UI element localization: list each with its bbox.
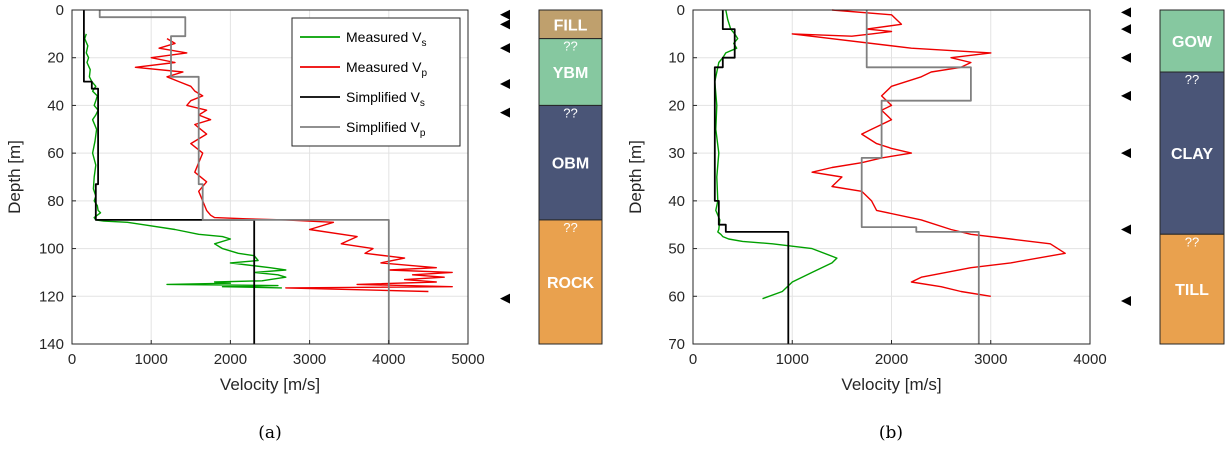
depth-marker bbox=[1121, 296, 1131, 307]
depth-marker bbox=[500, 293, 510, 304]
layer-label: OBM bbox=[552, 156, 589, 173]
series-line-simplified_vp bbox=[98, 10, 390, 344]
x-axis-label: Velocity [m/s] bbox=[841, 375, 941, 394]
layer-boundary-uncertain: ?? bbox=[1185, 72, 1199, 87]
panel-caption: (a) bbox=[258, 423, 281, 443]
depth-marker bbox=[1121, 90, 1131, 101]
x-tick-label: 0 bbox=[689, 351, 697, 368]
y-tick-label: 60 bbox=[47, 145, 64, 162]
legend-label-text: Simplified V bbox=[346, 89, 421, 105]
layer-gow bbox=[1159, 9, 1225, 73]
panel-a: 0 1000 2000 3000 4000 5000 0 20 40 60 80 100 120 140 V… bbox=[5, 2, 603, 443]
layer-boundary-uncertain: ?? bbox=[563, 39, 577, 54]
y-tick-label: 20 bbox=[47, 50, 64, 67]
legend-label-subscript: s bbox=[421, 38, 426, 49]
layer-till bbox=[1159, 233, 1225, 345]
layer-label: GOW bbox=[1172, 34, 1213, 51]
y-tick-label: 40 bbox=[668, 193, 685, 210]
y-tick-label: 40 bbox=[47, 97, 64, 114]
legend-label-subscript: p bbox=[420, 128, 426, 139]
x-tick-label: 5000 bbox=[451, 351, 484, 368]
y-tick-label: 140 bbox=[39, 336, 64, 353]
layer-boundary-uncertain: ?? bbox=[1185, 234, 1199, 249]
depth-marker bbox=[500, 9, 510, 20]
y-tick-label: 30 bbox=[668, 145, 685, 162]
layer-label: TILL bbox=[1175, 282, 1209, 299]
depth-marker bbox=[500, 43, 510, 54]
layer-label: FILL bbox=[554, 17, 588, 34]
legend-box bbox=[291, 17, 461, 147]
layer-clay bbox=[1159, 71, 1225, 235]
depth-marker bbox=[1121, 148, 1131, 159]
y-tick-label: 120 bbox=[39, 288, 64, 305]
x-tick-label: 4000 bbox=[1073, 351, 1106, 368]
series-line-simplified_vs bbox=[713, 10, 790, 344]
axes-frame bbox=[71, 9, 469, 345]
panel-caption: (b) bbox=[879, 423, 903, 443]
depth-marker bbox=[1121, 224, 1131, 235]
y-tick-label: 80 bbox=[47, 193, 64, 210]
legend-label-simplified_vs: Simplified Vs bbox=[346, 89, 425, 109]
y-tick-label: 100 bbox=[39, 241, 64, 258]
x-tick-label: 4000 bbox=[372, 351, 405, 368]
depth-marker bbox=[500, 107, 510, 118]
x-tick-label: 3000 bbox=[974, 351, 1007, 368]
series-line-measured_vp bbox=[791, 9, 1066, 297]
x-tick-label: 0 bbox=[68, 351, 76, 368]
y-tick-label: 10 bbox=[668, 50, 685, 67]
y-tick-label: 0 bbox=[677, 2, 685, 19]
y-tick-label: 0 bbox=[56, 2, 64, 19]
x-tick-label: 2000 bbox=[875, 351, 908, 368]
y-tick-label: 20 bbox=[668, 97, 685, 114]
legend-label-text: Simplified V bbox=[346, 119, 421, 135]
depth-marker bbox=[500, 19, 510, 30]
series-line-simplified_vs bbox=[83, 10, 256, 344]
depth-marker bbox=[1121, 24, 1131, 35]
y-axis-label: Depth [m] bbox=[5, 140, 24, 214]
depth-marker bbox=[1121, 7, 1131, 18]
x-tick-label: 3000 bbox=[293, 351, 326, 368]
y-axis-label: Depth [m] bbox=[626, 140, 645, 214]
legend-label-simplified_vp: Simplified Vp bbox=[346, 119, 426, 139]
legend-label-subscript: p bbox=[421, 68, 427, 79]
x-axis-label: Velocity [m/s] bbox=[220, 375, 320, 394]
legend-label-subscript: s bbox=[420, 98, 425, 109]
x-tick-label: 2000 bbox=[214, 351, 247, 368]
series-line-measured_vp bbox=[134, 37, 453, 293]
legend-label-measured_vp: Measured Vp bbox=[346, 59, 427, 79]
layer-label: ROCK bbox=[547, 275, 595, 292]
panel-b: 0 1000 2000 3000 4000 0 10 20 30 40 50 60 70 Velocity… bbox=[626, 2, 1225, 443]
x-tick-label: 1000 bbox=[135, 351, 168, 368]
legend-label-text: Measured V bbox=[346, 29, 422, 45]
layer-boundary-uncertain: ?? bbox=[563, 105, 577, 120]
x-tick-label: 1000 bbox=[776, 351, 809, 368]
layer-fill bbox=[538, 9, 603, 40]
series-line-simplified_vp bbox=[860, 10, 980, 344]
legend-label-text: Measured V bbox=[346, 59, 422, 75]
y-tick-label: 50 bbox=[668, 241, 685, 258]
y-tick-label: 60 bbox=[668, 288, 685, 305]
layer-rock bbox=[538, 219, 603, 345]
y-tick-label: 70 bbox=[668, 336, 685, 353]
layer-obm bbox=[538, 104, 603, 221]
depth-marker bbox=[1121, 52, 1131, 63]
layer-label: YBM bbox=[553, 65, 589, 82]
layer-boundary-uncertain: ?? bbox=[563, 220, 577, 235]
layer-label: CLAY bbox=[1171, 146, 1213, 163]
legend-label-measured_vs: Measured Vs bbox=[346, 29, 426, 49]
depth-marker bbox=[500, 78, 510, 89]
layer-ybm bbox=[538, 38, 603, 106]
